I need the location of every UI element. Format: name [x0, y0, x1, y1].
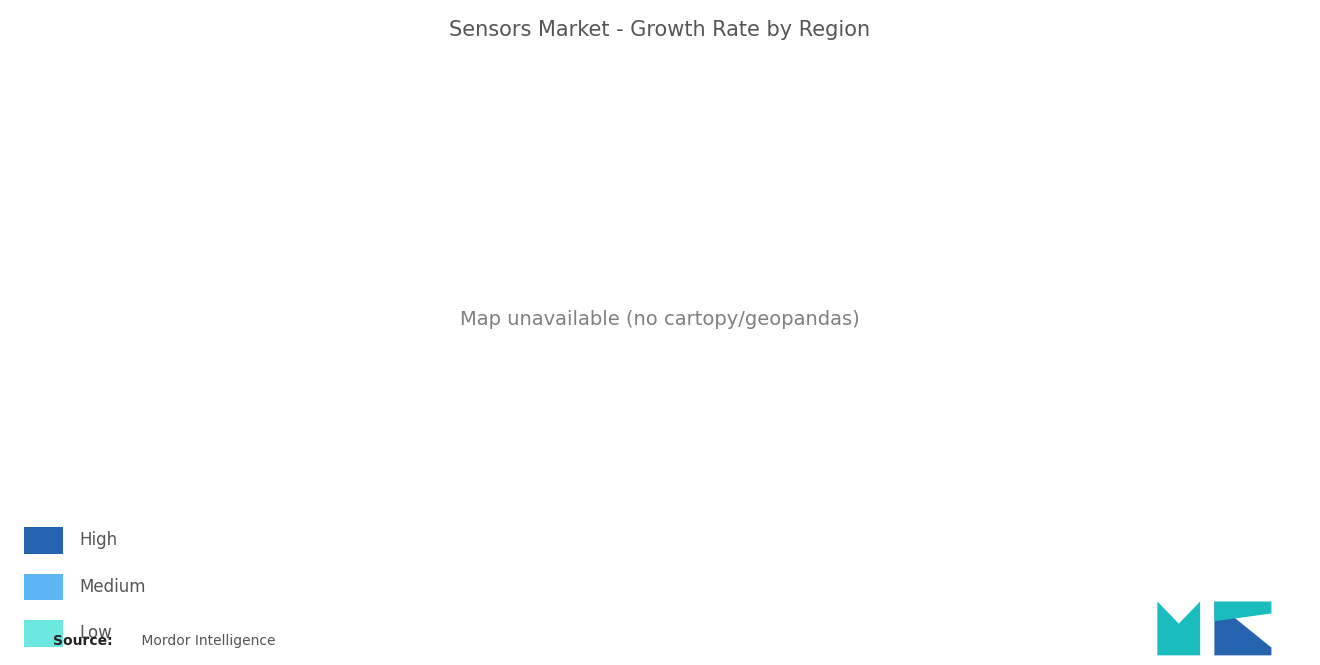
Text: Low: Low [79, 624, 112, 642]
Polygon shape [1158, 601, 1200, 656]
Text: Mordor Intelligence: Mordor Intelligence [137, 634, 276, 648]
Text: Sensors Market - Growth Rate by Region: Sensors Market - Growth Rate by Region [449, 20, 871, 40]
FancyBboxPatch shape [24, 527, 63, 553]
FancyBboxPatch shape [24, 620, 63, 646]
Text: High: High [79, 531, 117, 549]
Text: Map unavailable (no cartopy/geopandas): Map unavailable (no cartopy/geopandas) [461, 310, 859, 329]
Polygon shape [1214, 601, 1271, 656]
Text: Source:: Source: [53, 634, 112, 648]
Text: Medium: Medium [79, 578, 145, 596]
FancyBboxPatch shape [24, 573, 63, 600]
Polygon shape [1214, 601, 1271, 621]
